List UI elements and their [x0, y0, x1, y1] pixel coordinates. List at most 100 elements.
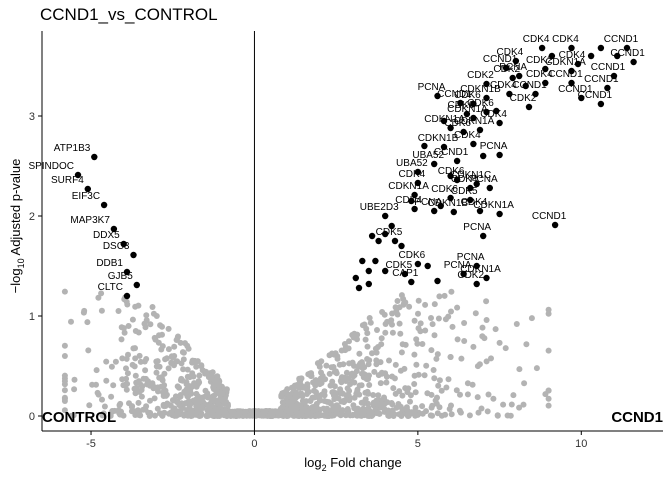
significant-points	[74, 44, 637, 300]
point-not-significant	[187, 387, 194, 394]
point-significant	[120, 240, 127, 248]
point-not-significant	[449, 323, 456, 330]
point-significant	[437, 202, 444, 210]
point-not-significant	[209, 397, 216, 404]
point-not-significant	[338, 398, 345, 405]
point-significant	[532, 90, 539, 98]
gene-label: CDKN1B	[428, 198, 469, 209]
point-not-significant	[443, 384, 450, 391]
gene-label: CDK5	[451, 186, 478, 197]
point-significant	[470, 140, 477, 148]
point-not-significant	[95, 391, 102, 398]
point-not-significant	[268, 408, 275, 415]
point-not-significant	[367, 319, 374, 326]
gene-label: DDX5	[93, 230, 120, 241]
point-significant	[457, 99, 464, 107]
point-not-significant	[98, 290, 105, 297]
point-significant	[597, 44, 605, 52]
point-not-significant	[382, 329, 389, 336]
point-not-significant	[346, 397, 353, 404]
point-not-significant	[366, 315, 373, 321]
point-not-significant	[523, 341, 530, 348]
point-not-significant	[280, 411, 287, 417]
point-not-significant	[369, 350, 375, 357]
point-significant	[578, 94, 585, 102]
point-not-significant	[68, 318, 74, 325]
gene-label: PCNA	[414, 197, 442, 208]
point-not-significant	[386, 357, 392, 364]
point-not-significant	[201, 393, 208, 400]
point-significant	[463, 110, 471, 118]
gene-label: CCND1	[532, 211, 567, 222]
point-not-significant	[123, 386, 130, 393]
point-not-significant	[196, 372, 203, 379]
point-not-significant	[389, 373, 396, 380]
gene-label: UBA52	[412, 150, 444, 161]
gene-label: PCNA	[470, 174, 498, 185]
point-not-significant	[146, 413, 153, 419]
point-not-significant	[70, 412, 77, 419]
point-not-significant	[257, 411, 264, 418]
gene-label: CCND1	[558, 84, 593, 95]
point-not-significant	[158, 383, 165, 390]
point-significant	[414, 260, 422, 268]
point-not-significant	[330, 392, 337, 399]
gene-label: CCND1	[434, 147, 469, 158]
gene-label: CAP1	[392, 268, 419, 279]
point-not-significant	[545, 347, 552, 354]
point-not-significant	[115, 407, 122, 414]
point-not-significant	[154, 358, 161, 365]
point-not-significant	[61, 353, 68, 359]
point-not-significant	[130, 345, 137, 352]
point-not-significant	[453, 387, 460, 394]
point-not-significant	[419, 410, 426, 417]
point-not-significant	[133, 379, 140, 386]
point-not-significant	[219, 390, 226, 397]
point-not-significant	[389, 329, 396, 336]
point-not-significant	[461, 320, 468, 326]
point-not-significant	[316, 411, 323, 418]
point-significant	[460, 270, 467, 278]
point-not-significant	[303, 391, 310, 397]
point-not-significant	[323, 408, 329, 415]
point-not-significant	[147, 397, 153, 404]
point-significant	[630, 58, 637, 66]
point-not-significant	[158, 374, 165, 381]
gene-label: CDK4	[523, 34, 550, 45]
point-not-significant	[294, 382, 300, 388]
point-not-significant	[361, 321, 368, 328]
point-not-significant	[533, 365, 540, 372]
point-not-significant	[153, 369, 160, 376]
point-not-significant	[500, 401, 507, 408]
point-not-significant	[375, 392, 382, 399]
point-not-significant	[123, 375, 130, 382]
point-not-significant	[331, 383, 338, 390]
point-not-significant	[454, 304, 461, 311]
point-not-significant	[299, 393, 306, 400]
point-not-significant	[198, 404, 205, 411]
point-not-significant	[61, 381, 68, 388]
point-not-significant	[135, 329, 142, 336]
gene-label: CDK4	[526, 69, 553, 80]
point-not-significant	[103, 358, 110, 365]
group-label-left: CONTROL	[42, 409, 116, 426]
point-not-significant	[423, 362, 430, 369]
point-not-significant	[350, 334, 357, 341]
point-not-significant	[297, 377, 304, 384]
gene-label: CDK4	[399, 169, 426, 180]
point-not-significant	[143, 312, 150, 319]
gene-label: CLTC	[98, 282, 123, 293]
point-not-significant	[422, 327, 429, 334]
point-not-significant	[359, 365, 366, 372]
point-significant	[483, 94, 490, 102]
point-not-significant	[108, 409, 115, 416]
point-not-significant	[479, 324, 486, 331]
point-not-significant	[428, 315, 434, 321]
point-not-significant	[377, 380, 384, 387]
gene-label: CDK6	[444, 118, 471, 129]
gene-label: PCNA	[444, 260, 472, 271]
point-not-significant	[339, 407, 346, 414]
point-not-significant	[447, 354, 454, 360]
point-not-significant	[208, 372, 215, 379]
point-not-significant	[545, 395, 552, 402]
